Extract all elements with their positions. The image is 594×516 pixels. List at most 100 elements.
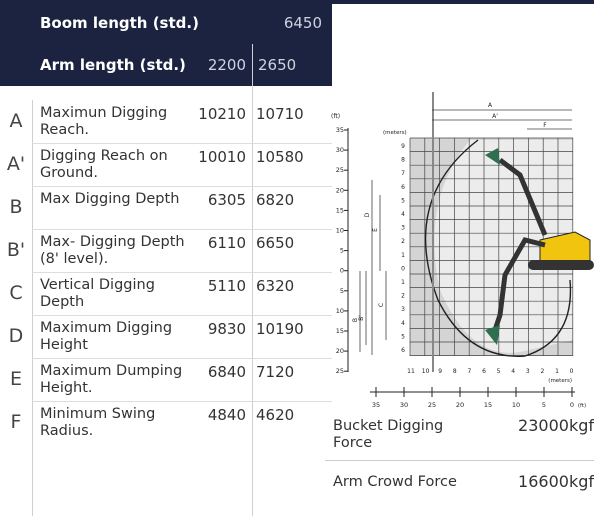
ft-tick-label: 10 xyxy=(336,307,344,315)
ft-tick-label: 15 xyxy=(336,327,344,335)
row-value: 10210 xyxy=(190,105,246,123)
ft-tick-label: 20 xyxy=(336,186,344,194)
row-divider xyxy=(32,143,332,144)
ft-tick-label: 5 xyxy=(542,401,546,409)
row-letter: D xyxy=(0,315,32,358)
row-description: Maximum Dumping Height. xyxy=(40,363,190,397)
ft-tick-label: 10 xyxy=(336,227,344,235)
row-value: 7120 xyxy=(256,363,308,381)
row-letter: F xyxy=(0,401,32,444)
ft-tick-label: 15 xyxy=(484,401,492,409)
dimension-label: A xyxy=(488,102,493,109)
row-value: 10580 xyxy=(256,148,308,166)
meter-tick-label: 4 xyxy=(401,211,405,218)
meter-tick-label: 1 xyxy=(401,252,405,259)
row-divider xyxy=(32,229,332,230)
force-divider xyxy=(325,460,594,461)
meter-tick-label: 2 xyxy=(401,293,405,300)
row-divider xyxy=(32,315,332,316)
dimension-label: C xyxy=(378,303,385,307)
ft-tick-label: 20 xyxy=(336,347,344,355)
row-description: Max- Digging Depth (8' level). xyxy=(40,234,190,268)
meter-tick-label: 1 xyxy=(555,368,559,375)
row-letter: E xyxy=(0,358,32,401)
ft-tick-label: 25 xyxy=(428,401,436,409)
force-label: Bucket Digging Force xyxy=(333,418,473,452)
meter-tick-label: 5 xyxy=(497,368,501,375)
ft-tick-label: 35 xyxy=(372,401,380,409)
meter-tick-label: 3 xyxy=(401,306,405,313)
row-value: 6650 xyxy=(256,234,308,252)
row-value: 6820 xyxy=(256,191,308,209)
ft-tick-label: 0 xyxy=(570,401,574,409)
row-description: Vertical Digging Depth xyxy=(40,277,190,311)
meter-tick-label: 4 xyxy=(401,320,405,327)
meter-tick-label: 5 xyxy=(401,333,405,340)
meter-tick-label: 2 xyxy=(401,238,405,245)
ft-tick-label: 25 xyxy=(336,166,344,174)
meter-tick-label: 1 xyxy=(401,279,405,286)
meter-tick-label: 3 xyxy=(401,225,405,232)
meter-tick-label: 6 xyxy=(401,184,405,191)
row-divider xyxy=(32,272,332,273)
meter-tick-label: 7 xyxy=(401,170,405,177)
row-description: Max Digging Depth xyxy=(40,191,190,208)
row-letter: B' xyxy=(0,229,32,272)
row-letter: C xyxy=(0,272,32,315)
row-description: Maximun Digging Reach. xyxy=(40,105,190,139)
meter-tick-label: 2 xyxy=(540,368,544,375)
meter-tick-label: 8 xyxy=(453,368,457,375)
row-value: 10010 xyxy=(190,148,246,166)
meter-tick-label: 0 xyxy=(401,265,405,272)
meter-tick-label: 8 xyxy=(401,157,405,164)
ft-tick-label: 10 xyxy=(512,401,520,409)
meters-unit: (meters) xyxy=(548,378,572,384)
ft-unit: (ft) xyxy=(331,113,340,120)
ft-tick-label: 30 xyxy=(400,401,408,409)
meter-tick-label: 0 xyxy=(570,368,574,375)
ft-tick-label: 30 xyxy=(336,146,344,154)
row-letter: A xyxy=(0,100,32,143)
ft-tick-label: 20 xyxy=(456,401,464,409)
meter-tick-label: 6 xyxy=(401,347,405,354)
row-value: 6305 xyxy=(190,191,246,209)
page: Boom length (std.) 6450 Arm length (std.… xyxy=(0,0,594,516)
force-value: 16600kgf xyxy=(470,472,594,491)
meter-tick-label: 11 xyxy=(407,368,415,375)
row-value: 5110 xyxy=(190,277,246,295)
row-value: 10190 xyxy=(256,320,308,338)
dimension-label: D xyxy=(364,212,371,217)
row-value: 6110 xyxy=(190,234,246,252)
track xyxy=(528,260,594,270)
ft-tick-label: 5 xyxy=(340,287,344,295)
ft-tick-label: 15 xyxy=(336,206,344,214)
row-value: 4840 xyxy=(190,406,246,424)
ft-tick-label: 35 xyxy=(336,126,344,134)
ft-tick-label: 25 xyxy=(336,367,344,375)
row-value: 10710 xyxy=(256,105,308,123)
row-letter: A' xyxy=(0,143,32,186)
meter-tick-label: 4 xyxy=(511,368,515,375)
row-divider xyxy=(32,358,332,359)
row-divider xyxy=(32,401,332,402)
ft-unit: (ft) xyxy=(578,403,586,409)
dimension-label: A' xyxy=(492,113,498,120)
meter-tick-label: 3 xyxy=(526,368,530,375)
row-value: 6320 xyxy=(256,277,308,295)
meter-tick-label: 9 xyxy=(438,368,442,375)
force-value: 23000kgf xyxy=(470,416,594,435)
row-value: 9830 xyxy=(190,320,246,338)
dimension-label: B' xyxy=(358,315,365,321)
dimension-label: E xyxy=(372,228,379,232)
meter-tick-label: 9 xyxy=(401,143,405,150)
ft-tick-label: 5 xyxy=(340,247,344,255)
row-value: 4620 xyxy=(256,406,308,424)
meter-tick-label: 5 xyxy=(401,197,405,204)
row-letter: B xyxy=(0,186,32,229)
dimension-label: F xyxy=(543,122,547,129)
ft-tick-label: 0 xyxy=(340,267,344,275)
row-description: Minimum Swing Radius. xyxy=(40,406,190,440)
row-description: Digging Reach on Ground. xyxy=(40,148,190,182)
meters-unit: (meters) xyxy=(383,130,407,136)
row-divider xyxy=(32,186,332,187)
